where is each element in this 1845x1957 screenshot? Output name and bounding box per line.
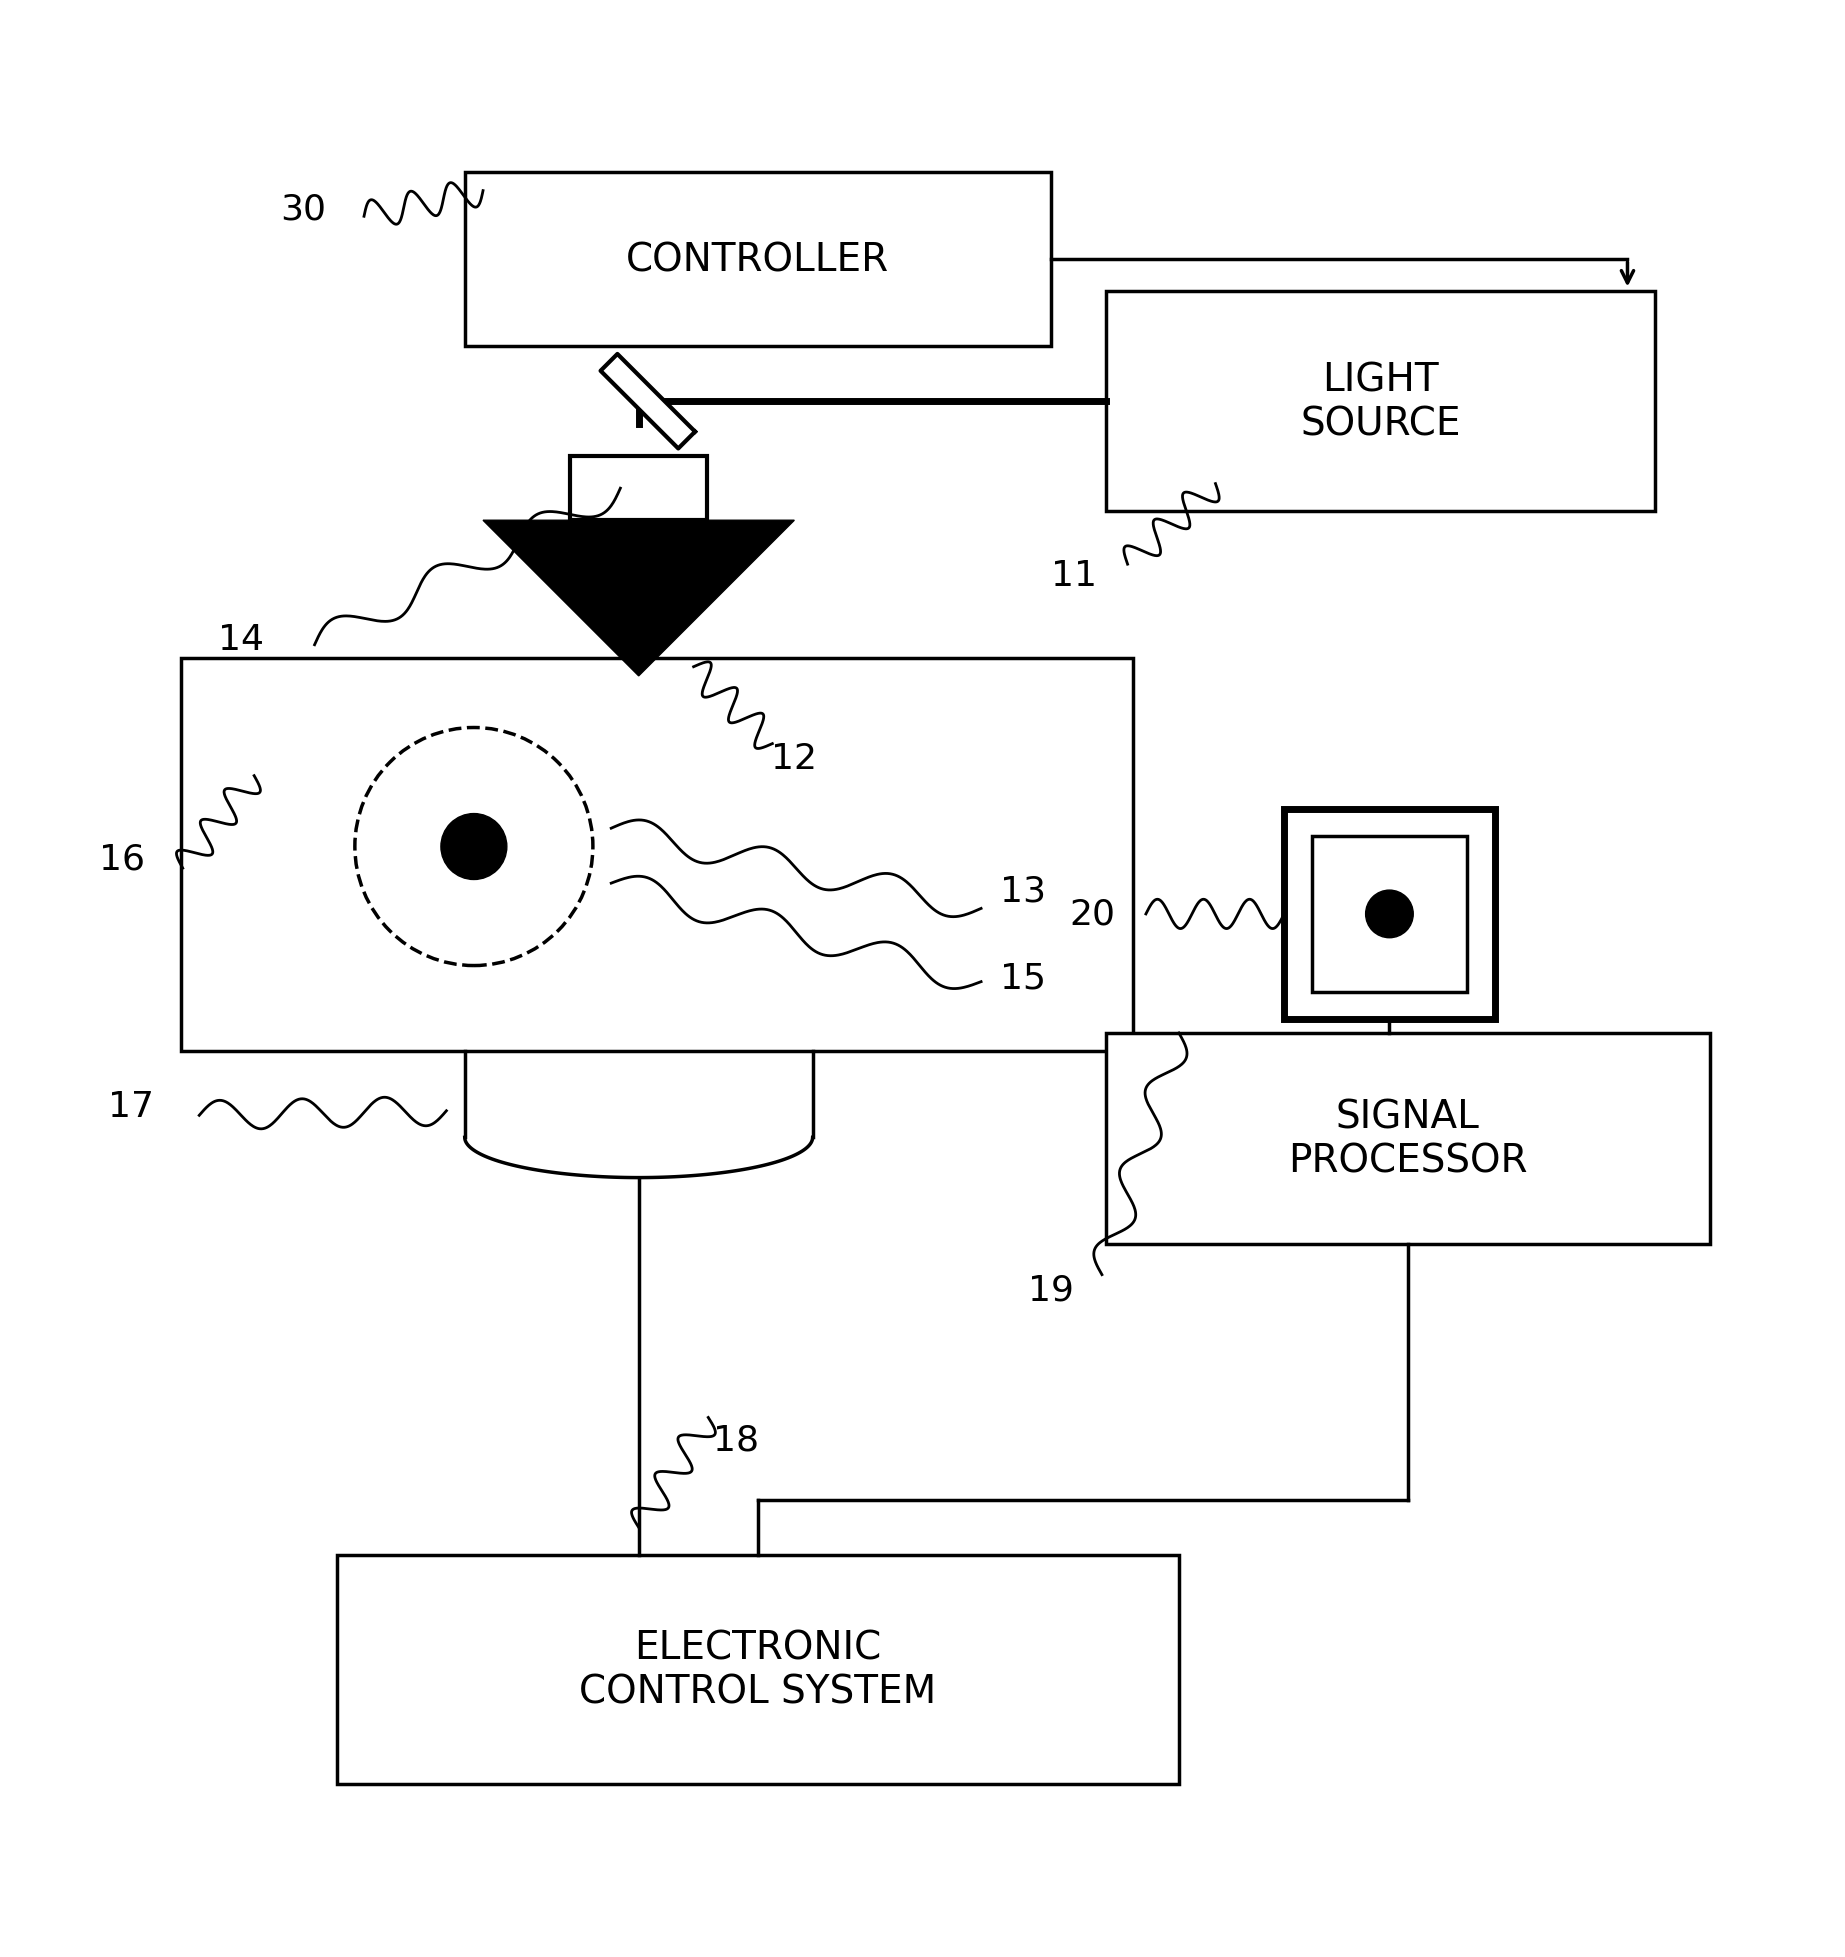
Text: 13: 13 bbox=[1000, 873, 1046, 908]
Bar bbox=[1284, 808, 1494, 1020]
Circle shape bbox=[1365, 890, 1413, 937]
Text: 16: 16 bbox=[100, 843, 146, 877]
Bar bbox=[1105, 1033, 1710, 1245]
Bar bbox=[181, 658, 1133, 1051]
Bar bbox=[336, 1556, 1179, 1783]
Text: 18: 18 bbox=[712, 1423, 758, 1456]
Text: CONTROLLER: CONTROLLER bbox=[625, 241, 889, 280]
Text: 20: 20 bbox=[1070, 898, 1116, 932]
Bar bbox=[1312, 838, 1467, 992]
Bar bbox=[1105, 292, 1655, 513]
Text: 11: 11 bbox=[1052, 560, 1098, 593]
Bar bbox=[570, 456, 707, 521]
Text: SIGNAL
PROCESSOR: SIGNAL PROCESSOR bbox=[1288, 1098, 1528, 1180]
Polygon shape bbox=[483, 521, 795, 677]
Text: 14: 14 bbox=[218, 622, 264, 658]
Polygon shape bbox=[601, 354, 696, 450]
Text: 15: 15 bbox=[1000, 961, 1046, 996]
Text: LIGHT
SOURCE: LIGHT SOURCE bbox=[1301, 360, 1461, 442]
Circle shape bbox=[354, 728, 592, 967]
Bar bbox=[465, 174, 1050, 346]
Text: 19: 19 bbox=[1028, 1272, 1074, 1307]
Text: 12: 12 bbox=[771, 742, 817, 775]
Text: ELECTRONIC
CONTROL SYSTEM: ELECTRONIC CONTROL SYSTEM bbox=[579, 1628, 935, 1710]
Text: 30: 30 bbox=[280, 194, 327, 227]
Circle shape bbox=[441, 814, 507, 881]
Text: 17: 17 bbox=[109, 1090, 155, 1123]
